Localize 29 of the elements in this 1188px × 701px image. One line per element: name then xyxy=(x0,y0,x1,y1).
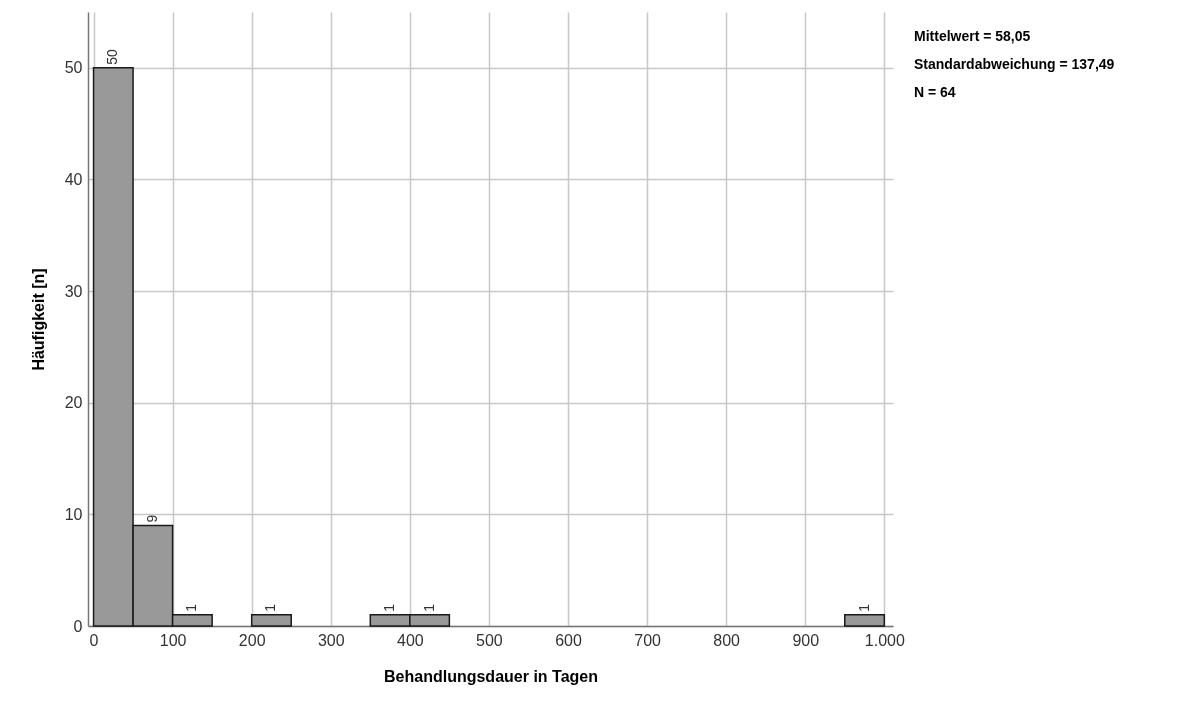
y-tick-label: 50 xyxy=(64,59,83,77)
y-axis-title: Häufigkeit [n] xyxy=(29,268,47,371)
x-tick-label: 400 xyxy=(396,631,424,649)
data-label: 9 xyxy=(143,514,160,523)
x-tick-label: 500 xyxy=(476,631,503,649)
y-tick-label: 20 xyxy=(64,394,83,412)
x-tick-label: 600 xyxy=(555,631,582,649)
y-tick-label: 10 xyxy=(64,505,83,523)
text: N = 64 xyxy=(914,83,957,102)
y-tick-label: 0 xyxy=(73,617,83,635)
text: Standardabweichung = 137,49 xyxy=(914,55,1115,74)
x-tick-label: 800 xyxy=(713,631,741,649)
y-tick-label: 40 xyxy=(64,170,83,188)
x-tick-label: 1.000 xyxy=(864,631,905,649)
x-axis-title: Behandlungsdauer in Tagen xyxy=(384,667,598,685)
text: Mittelwert = 58,05 xyxy=(914,27,1032,46)
x-tick-label: 0 xyxy=(89,631,99,649)
x-tick-label: 300 xyxy=(317,631,345,649)
data-label: 50 xyxy=(104,49,121,65)
y-tick-label: 30 xyxy=(64,282,83,300)
x-tick-label: 100 xyxy=(159,631,187,649)
data-label: 1 xyxy=(262,603,279,612)
x-tick-label: 900 xyxy=(792,631,820,649)
x-tick-label: 200 xyxy=(238,631,266,649)
data-label: 1 xyxy=(183,603,200,612)
x-tick-label: 700 xyxy=(634,631,662,649)
data-label: 1 xyxy=(381,603,398,612)
data-label: 1 xyxy=(420,603,437,612)
data-label: 1 xyxy=(855,603,872,612)
